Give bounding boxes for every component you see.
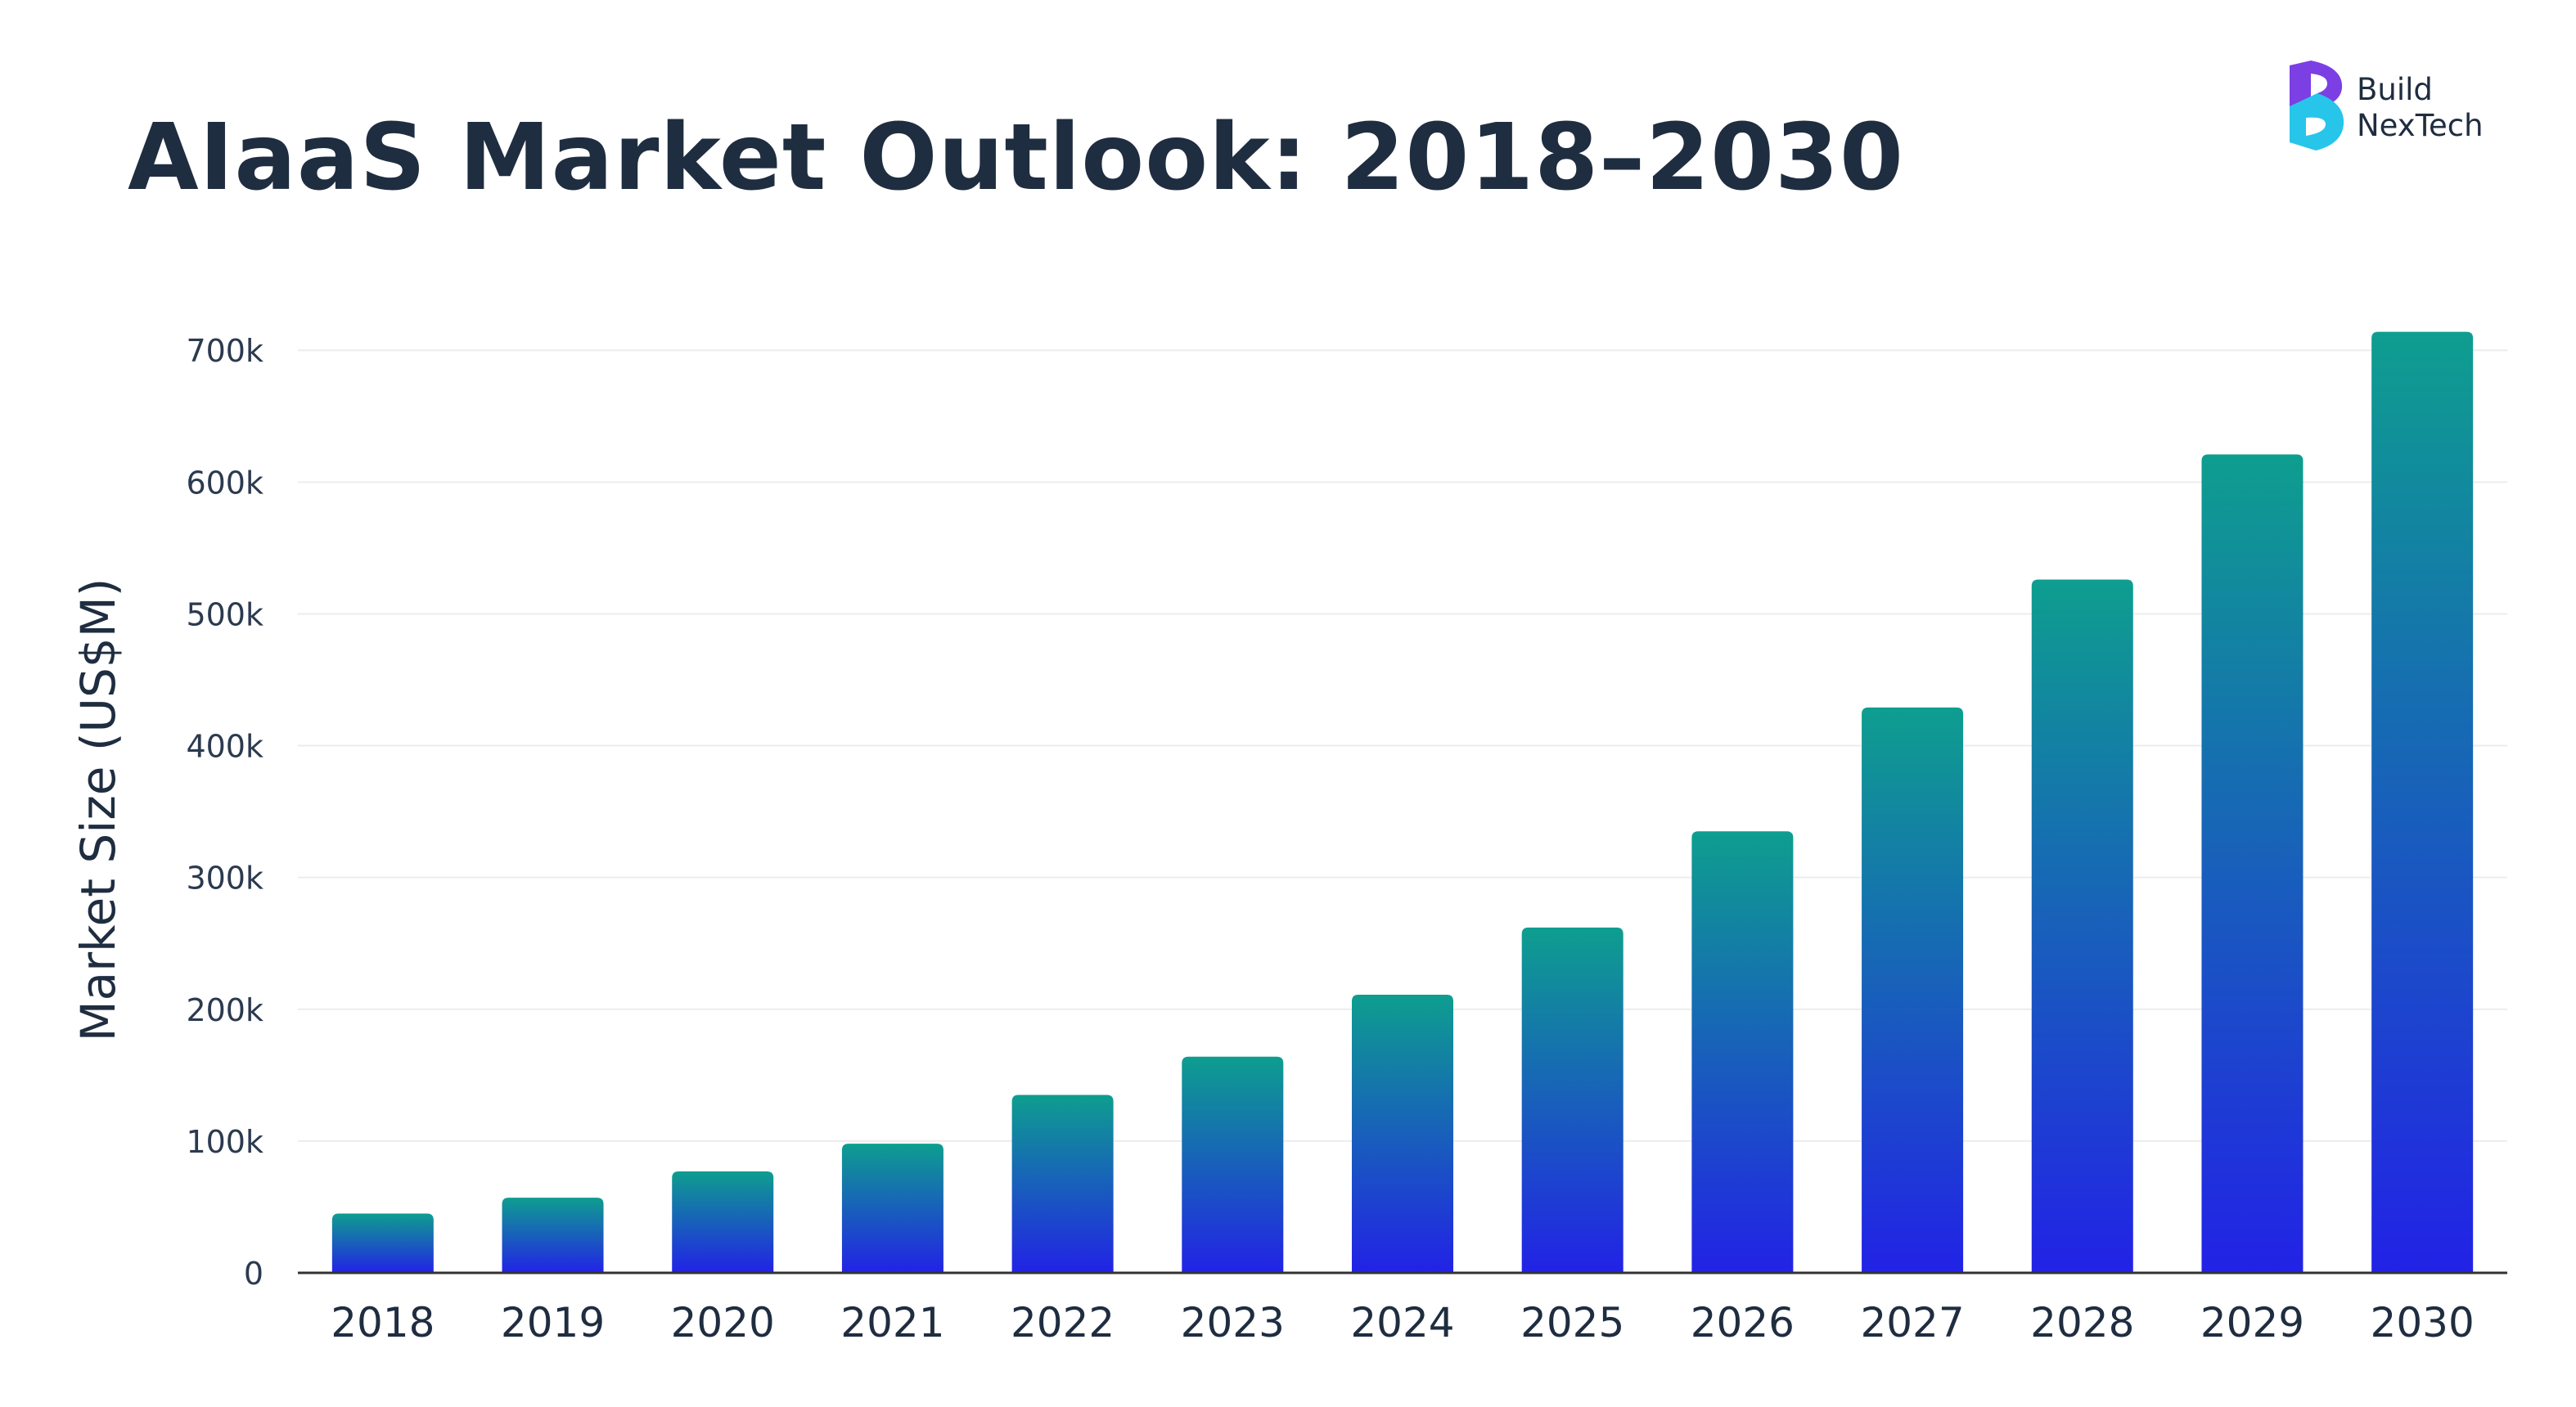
x-tick-label: 2026 [1691,1299,1795,1346]
logo-text-line2: NexTech [2357,108,2484,143]
logo-text-line1: Build [2357,72,2433,107]
b-logo-icon [2290,61,2344,151]
y-axis-label: Market Size (US$M) [70,578,126,1042]
bar-2026 [1691,831,1794,1273]
x-tick-label: 2030 [2371,1299,2475,1346]
y-tick-label: 0 [244,1256,263,1292]
x-axis-ticks: 2018 2019 2020 2021 2022 2023 2024 2025 2026 2027… [331,1299,2475,1346]
bar-2020 [672,1171,774,1273]
bar-2021 [841,1144,943,1273]
x-tick-label: 2021 [840,1299,944,1346]
x-tick-label: 2018 [331,1299,435,1346]
x-tick-label: 2027 [1860,1299,1964,1346]
bar-2024 [1352,995,1453,1273]
bar-2018 [331,1213,434,1273]
bar-2027 [1862,707,1964,1273]
y-tick-label: 400k [186,729,263,765]
y-axis-ticks: 0 100k 200k 300k 400k 500k 600k 700k [186,333,263,1292]
bars [331,331,2474,1274]
x-tick-label: 2020 [671,1299,775,1346]
y-tick-label: 700k [186,333,263,369]
x-tick-label: 2019 [501,1299,605,1346]
bar-2028 [2031,579,2133,1273]
y-tick-label: 600k [186,465,263,501]
bar-2023 [1182,1056,1284,1273]
y-tick-label: 500k [186,596,263,632]
chart-title: AIaaS Market Outlook: 2018–2030 [128,105,1904,211]
x-tick-label: 2023 [1181,1299,1285,1346]
bar-2022 [1011,1095,1114,1273]
y-tick-label: 200k [186,992,263,1028]
bar-2030 [2371,331,2474,1274]
x-tick-label: 2022 [1011,1299,1115,1346]
y-tick-label: 300k [186,861,263,897]
bar-2025 [1521,927,1624,1273]
bar-2029 [2201,454,2304,1273]
y-tick-label: 100k [186,1124,263,1160]
x-tick-label: 2025 [1520,1299,1624,1346]
x-tick-label: 2024 [1350,1299,1454,1346]
x-tick-label: 2029 [2200,1299,2304,1346]
brand-logo: Build NexTech [2285,61,2530,159]
bar-2019 [502,1198,604,1273]
x-tick-label: 2028 [2030,1299,2134,1346]
